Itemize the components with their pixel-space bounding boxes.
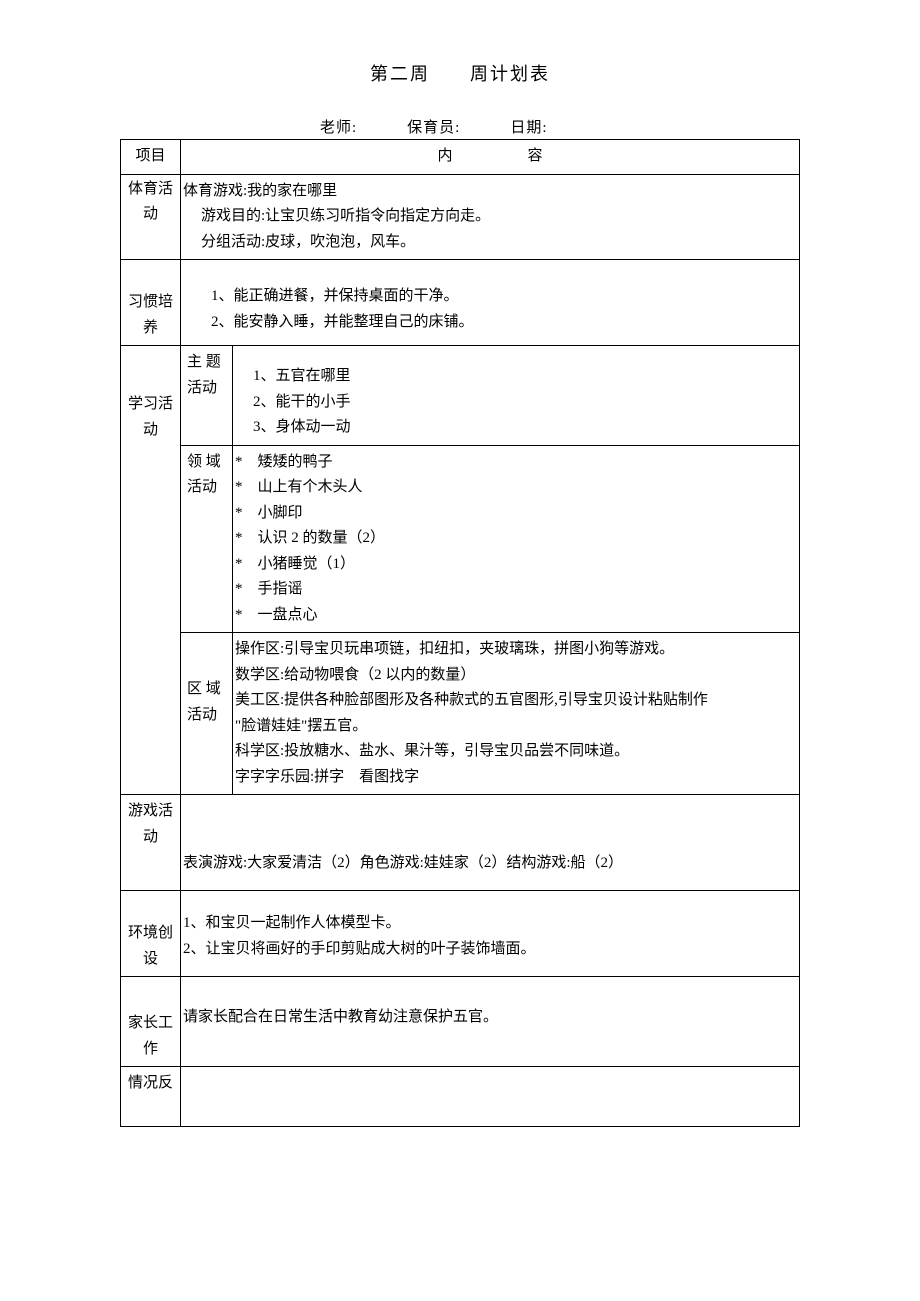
table-row: 习惯培养 1、能正确进餐，并保持桌面的干净。 2、能安静入睡，并能整理自己的床铺… <box>121 260 800 346</box>
title-right: 周计划表 <box>470 64 550 84</box>
study-area-line: 科学区:投放糖水、盐水、果汁等，引导宝贝品尝不同味道。 <box>235 739 797 765</box>
study-area-line: 美工区:提供各种脸部图形及各种款式的五官图形,引导宝贝设计粘贴制作 <box>235 688 797 714</box>
table-row: 环境创设 1、和宝贝一起制作人体模型卡。 2、让宝贝将画好的手印剪贴成大树的叶子… <box>121 891 800 977</box>
env-line: 1、和宝贝一起制作人体模型卡。 <box>183 911 797 937</box>
table-row: 体育活动 体育游戏:我的家在哪里 游戏目的:让宝贝练习听指令向指定方向走。 分组… <box>121 174 800 260</box>
habit-label: 习惯培养 <box>121 260 181 346</box>
feedback-content <box>181 1067 800 1127</box>
env-label: 环境创设 <box>121 891 181 977</box>
parent-content: 请家长配合在日常生活中教育幼注意保护五官。 <box>181 977 800 1067</box>
caretaker-label: 保育员: <box>407 120 460 136</box>
study-area-line: 数学区:给动物喂食（2 以内的数量） <box>235 663 797 689</box>
game-label: 游戏活动 <box>121 795 181 891</box>
col-content-header: 内 容 <box>181 140 800 175</box>
study-domain-line: * 山上有个木头人 <box>235 475 797 501</box>
table-row: 区 域活动 操作区:引导宝贝玩串项链，扣纽扣，夹玻璃珠，拼图小狗等游戏。 数学区… <box>121 633 800 795</box>
pe-content: 体育游戏:我的家在哪里 游戏目的:让宝贝练习听指令向指定方向走。 分组活动:皮球… <box>181 174 800 260</box>
teacher-label: 老师: <box>320 120 357 136</box>
study-domain-content: * 矮矮的鸭子 * 山上有个木头人 * 小脚印 * 认识 2 的数量（2） * … <box>233 445 800 633</box>
env-content: 1、和宝贝一起制作人体模型卡。 2、让宝贝将画好的手印剪贴成大树的叶子装饰墙面。 <box>181 891 800 977</box>
habit-line: 1、能正确进餐，并保持桌面的干净。 <box>183 284 797 310</box>
study-domain-line: * 认识 2 的数量（2） <box>235 526 797 552</box>
table-row: 游戏活动 表演游戏:大家爱清洁（2）角色游戏:娃娃家（2）结构游戏:船（2） <box>121 795 800 891</box>
study-area-content: 操作区:引导宝贝玩串项链，扣纽扣，夹玻璃珠，拼图小狗等游戏。 数学区:给动物喂食… <box>233 633 800 795</box>
parent-label: 家长工作 <box>121 977 181 1067</box>
study-domain-label: 领 域活动 <box>181 445 233 633</box>
study-theme-line: 3、身体动一动 <box>235 415 797 441</box>
table-row: 领 域活动 * 矮矮的鸭子 * 山上有个木头人 * 小脚印 * 认识 2 的数量… <box>121 445 800 633</box>
study-domain-line: * 矮矮的鸭子 <box>235 450 797 476</box>
habit-content: 1、能正确进餐，并保持桌面的干净。 2、能安静入睡，并能整理自己的床铺。 <box>181 260 800 346</box>
study-theme-line: 2、能干的小手 <box>235 390 797 416</box>
table-row: 项目 内 容 <box>121 140 800 175</box>
study-area-line: 字字字乐园:拼字 看图找字 <box>235 765 797 791</box>
pe-line: 游戏目的:让宝贝练习听指令向指定方向走。 <box>183 204 797 230</box>
table-row: 家长工作 请家长配合在日常生活中教育幼注意保护五官。 <box>121 977 800 1067</box>
study-area-label: 区 域活动 <box>181 633 233 795</box>
study-theme-label: 主 题活动 <box>181 346 233 446</box>
feedback-label: 情况反 <box>121 1067 181 1127</box>
study-label: 学习活动 <box>121 346 181 795</box>
page-title: 第二周 周计划表 <box>120 60 800 86</box>
game-line: 表演游戏:大家爱清洁（2）角色游戏:娃娃家（2）结构游戏:船（2） <box>183 851 797 877</box>
pe-line: 分组活动:皮球，吹泡泡，风车。 <box>183 230 797 256</box>
study-domain-line: * 小脚印 <box>235 501 797 527</box>
study-domain-line: * 手指谣 <box>235 577 797 603</box>
table-row: 学习活动 主 题活动 1、五官在哪里 2、能干的小手 3、身体动一动 <box>121 346 800 446</box>
title-left: 第二周 <box>370 64 430 84</box>
study-area-line: "脸谱娃娃"摆五官。 <box>235 714 797 740</box>
table-row: 情况反 <box>121 1067 800 1127</box>
header-line: 老师: 保育员: 日期: <box>320 116 800 137</box>
study-domain-line: * 小猪睡觉（1） <box>235 552 797 578</box>
col-project-header: 项目 <box>121 140 181 175</box>
study-area-line: 操作区:引导宝贝玩串项链，扣纽扣，夹玻璃珠，拼图小狗等游戏。 <box>235 637 797 663</box>
study-domain-line: * 一盘点心 <box>235 603 797 629</box>
study-theme-content: 1、五官在哪里 2、能干的小手 3、身体动一动 <box>233 346 800 446</box>
env-line: 2、让宝贝将画好的手印剪贴成大树的叶子装饰墙面。 <box>183 937 797 963</box>
date-label: 日期: <box>510 120 547 136</box>
study-theme-line: 1、五官在哪里 <box>235 364 797 390</box>
parent-line: 请家长配合在日常生活中教育幼注意保护五官。 <box>183 1005 797 1031</box>
pe-label: 体育活动 <box>121 174 181 260</box>
plan-table: 项目 内 容 体育活动 体育游戏:我的家在哪里 游戏目的:让宝贝练习听指令向指定… <box>120 139 800 1127</box>
habit-line: 2、能安静入睡，并能整理自己的床铺。 <box>183 310 797 336</box>
pe-line: 体育游戏:我的家在哪里 <box>183 179 797 205</box>
game-content: 表演游戏:大家爱清洁（2）角色游戏:娃娃家（2）结构游戏:船（2） <box>181 795 800 891</box>
